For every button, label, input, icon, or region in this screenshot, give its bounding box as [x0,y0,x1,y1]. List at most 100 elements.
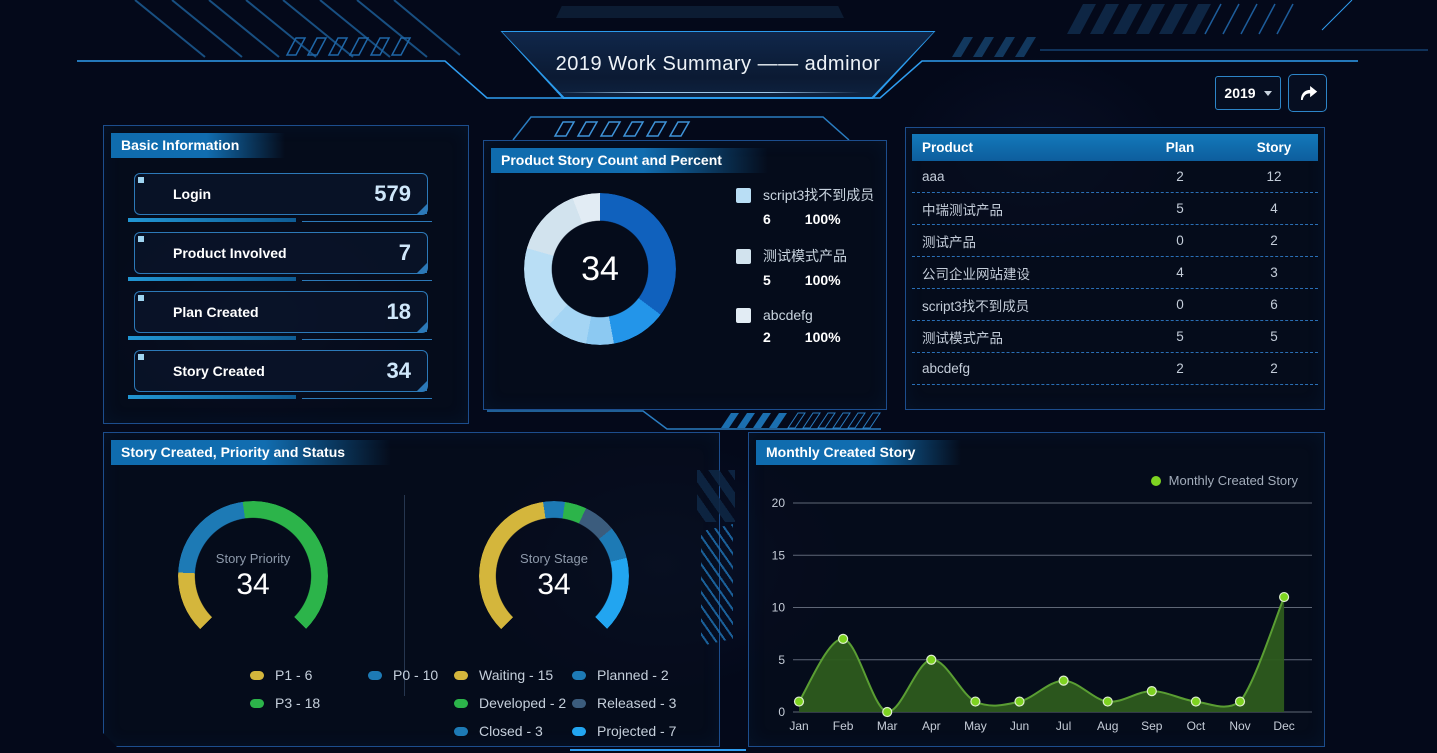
gauge-legend-item[interactable]: P1 - 6 [250,667,368,683]
y-axis-tick-label: 15 [772,548,786,562]
title-banner: 2019 Work Summary —— adminor [502,32,934,97]
x-axis-tick-label: Feb [833,719,854,733]
col-header-product: Product [922,140,974,155]
story-priority-gauge-center: Story Priority 34 [178,501,328,651]
x-axis-tick-label: Dec [1273,719,1294,733]
story-priority-gauge-ring [178,501,328,651]
story-priority-legend: P1 - 6 P0 - 10 P3 - 18 [250,667,438,711]
donut-legend-label: 测试模式产品 [763,248,847,264]
x-axis-tick-label: Aug [1097,719,1118,733]
stat-card: Login 579 [134,173,428,215]
data-point-marker [793,696,805,707]
stat-underline [128,277,432,284]
donut-legend: script3找不到成员 6 100% 测试模式产品 5 100% abcdefg 2 100% [736,185,874,364]
stat-underline [128,395,432,402]
donut-legend-label: script3找不到成员 [763,187,875,203]
monthly-legend-dot-icon [1150,475,1161,486]
x-axis-tick-label: May [964,719,987,733]
cell-story: 2 [1270,361,1278,376]
product-table: Product Plan Story aaa 2 12 中瑞测试产品 5 4 测试产品 0 2 公… [912,134,1318,385]
donut-legend-item[interactable]: script3找不到成员 6 100% [736,185,874,227]
table-row[interactable]: 公司企业网站建设 4 3 [912,257,1318,289]
stat-value: 18 [386,299,411,324]
donut-legend-values: 6 100% [763,211,874,227]
cell-story: 6 [1270,297,1278,312]
table-row[interactable]: 中瑞测试产品 5 4 [912,193,1318,225]
gauge-legend-item[interactable]: Developed - 2 [454,695,572,711]
legend-swatch-icon [736,187,751,203]
side-hatch-decoration [701,524,733,646]
donut-legend-head: abcdefg [736,307,874,323]
gauge-legend-item[interactable]: P0 - 10 [368,667,438,683]
legend-dot-icon [250,671,264,680]
donut-legend-label: abcdefg [763,307,813,323]
stat-underline-bar [128,277,296,281]
stat-value: 7 [398,240,411,265]
gauge-legend-item[interactable]: Waiting - 15 [454,667,572,683]
cell-story: 4 [1270,201,1278,216]
cell-story: 2 [1270,233,1278,248]
story-stage-total: 34 [537,567,571,601]
donut-legend-values: 2 100% [763,329,874,345]
donut-legend-item[interactable]: 测试模式产品 5 100% [736,246,874,288]
monthly-area-chart: 0 5 10 15 20 Jan Feb Mar Apr May Jun Jul Aug Sep Oct No… [772,496,1312,733]
legend-dot-icon [572,727,586,736]
gauge-legend-label: Released - 3 [597,695,677,711]
table-row[interactable]: 测试产品 0 2 [912,225,1318,257]
cell-product: script3找不到成员 [922,298,1030,314]
stat-value: 579 [374,181,411,206]
table-row[interactable]: script3找不到成员 0 6 [912,289,1318,321]
data-point-marker [970,696,981,707]
y-axis-tick-label: 0 [778,705,785,719]
panel-story-status: Story Created, Priority and Status Story… [103,432,720,747]
story-priority-total: 34 [236,567,270,601]
table-row[interactable]: aaa 2 12 [912,161,1318,193]
donut-legend-head: script3找不到成员 [736,185,874,205]
chevron-down-icon [1263,90,1272,96]
x-axis-tick-label: Mar [877,719,898,733]
year-select[interactable]: 2019 [1215,76,1281,110]
stat-label: Plan Created [173,304,259,320]
bottom-accent-line [570,749,746,751]
donut-legend-percent: 100% [804,329,841,345]
data-point-marker [1102,696,1113,707]
cell-product: 测试产品 [922,234,976,250]
legend-dot-icon [250,699,264,708]
panel-story-status-title: Story Created, Priority and Status [111,440,391,465]
area-fill [799,597,1285,712]
y-axis-tick-label: 5 [778,653,785,667]
x-axis-tick-label: Oct [1187,719,1206,733]
year-select-value: 2019 [1224,85,1256,101]
gauge-legend-item[interactable]: Planned - 2 [572,667,676,683]
cell-plan: 5 [1176,201,1184,216]
cell-plan: 2 [1176,169,1184,184]
table-row[interactable]: 测试模式产品 5 5 [912,321,1318,353]
table-row[interactable]: abcdefg 2 2 [912,353,1318,385]
data-point-marker [1058,675,1069,686]
share-button[interactable] [1288,74,1327,112]
x-axis-tick-label: Apr [922,719,941,733]
panel-product-story-title: Product Story Count and Percent [491,148,768,173]
panel-product-story: Product Story Count and Percent 34 scrip… [483,140,887,410]
stat-underline-line [301,280,432,281]
donut-legend-head: 测试模式产品 [736,246,874,266]
panel-product-table: Product Plan Story aaa 2 12 中瑞测试产品 5 4 测试产品 0 2 公… [905,127,1325,410]
gauge-legend-item[interactable]: Projected - 7 [572,723,676,739]
cell-product: 中瑞测试产品 [922,202,1003,218]
side-hatch-dark-decoration [697,470,735,522]
panel-monthly-story-title: Monthly Created Story [756,440,962,465]
gauge-legend-item[interactable]: Closed - 3 [454,723,572,739]
cell-product: 公司企业网站建设 [922,266,1030,282]
data-point-marker [1190,696,1201,707]
banner-underline [552,92,862,93]
monthly-legend[interactable]: Monthly Created Story [1150,473,1298,488]
gauge-legend-item[interactable]: Released - 3 [572,695,676,711]
legend-swatch-icon [736,248,751,264]
stat-item: Story Created 34 [128,350,432,402]
gauge-legend-item[interactable]: P3 - 18 [250,695,368,711]
y-axis-tick-label: 10 [772,601,786,615]
cell-product: 测试模式产品 [922,330,1003,346]
data-point-marker [837,633,849,644]
stat-underline-line [301,221,432,222]
donut-legend-item[interactable]: abcdefg 2 100% [736,307,874,345]
